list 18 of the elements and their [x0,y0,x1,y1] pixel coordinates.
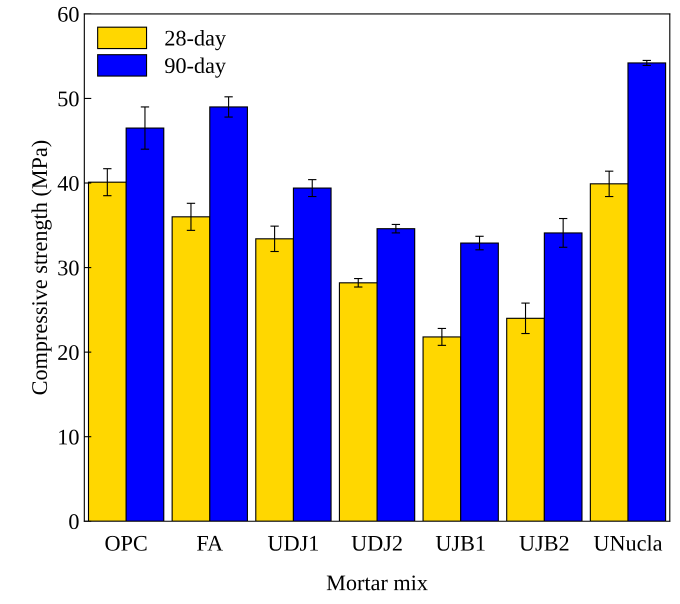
x-tick-label: UJB2 [519,536,568,551]
x-tick-label: UDJ1 [268,536,318,551]
y-axis-title: Compressive strength (MPa) [31,140,52,394]
x-tick-label: UNucla [594,535,662,551]
y-tick-label: 30 [58,260,79,276]
x-tick-label: OPC [105,536,147,551]
legend-label: 90-day [165,57,226,78]
x-tick-label: UDJ2 [352,536,402,551]
y-tick-label: 0 [69,514,79,530]
y-tick-label: 50 [58,91,79,106]
legend-label: 28-day [165,30,226,50]
x-tick-label: FA [197,536,223,551]
y-tick-label: 20 [58,345,79,360]
y-tick-label: 10 [59,430,79,445]
x-tick-label: UJB1 [436,536,485,551]
y-tick-label: 40 [58,176,79,191]
y-tick-label: 60 [58,6,79,22]
x-axis-title: Mortar mix [326,575,428,590]
